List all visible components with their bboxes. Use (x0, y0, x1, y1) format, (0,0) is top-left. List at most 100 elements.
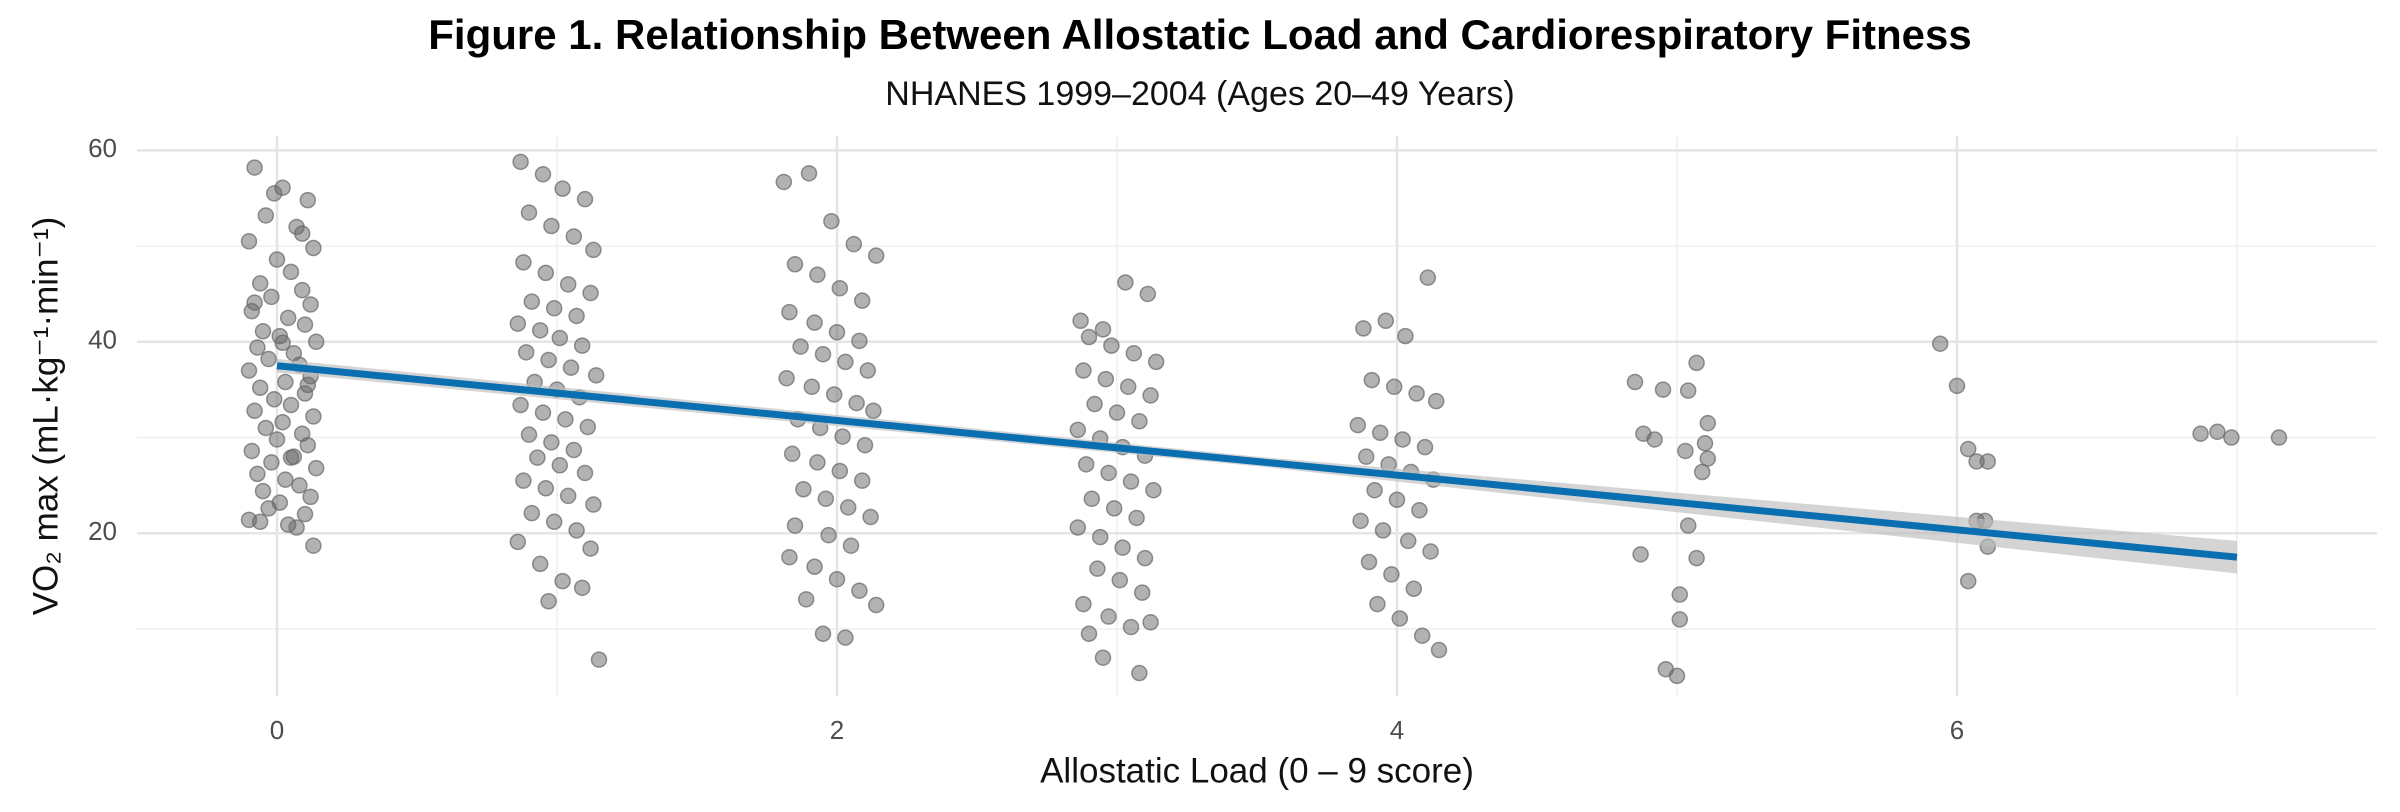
point (240, 233, 258, 250)
point (565, 441, 583, 459)
point (806, 314, 823, 331)
y-tick-label: 20 (88, 516, 117, 546)
point (1360, 553, 1378, 571)
point (268, 251, 286, 268)
point (2270, 429, 2288, 446)
point (867, 596, 885, 614)
point (828, 323, 846, 341)
point (1349, 416, 1367, 434)
y-tick-label: 60 (88, 133, 117, 163)
point (842, 537, 860, 554)
point (1077, 456, 1095, 473)
point (568, 522, 585, 539)
point (263, 454, 280, 471)
point (582, 540, 599, 557)
point (1069, 421, 1087, 439)
point (282, 396, 300, 414)
point (520, 204, 538, 221)
point (531, 322, 549, 339)
point (576, 190, 594, 208)
point (1091, 528, 1109, 546)
point (851, 332, 868, 350)
point (268, 431, 286, 448)
point (512, 153, 529, 171)
point (307, 333, 325, 351)
point (1688, 549, 1705, 567)
point (2223, 429, 2240, 446)
point (1422, 543, 1439, 560)
point (1145, 481, 1162, 499)
point (851, 582, 868, 599)
point (1626, 373, 1644, 391)
point (848, 394, 865, 412)
point (1080, 328, 1098, 346)
x-tick-label: 6 (1950, 715, 1964, 745)
point (537, 480, 555, 497)
point (814, 346, 832, 363)
point (800, 165, 818, 182)
point (1086, 395, 1103, 413)
point (587, 367, 605, 384)
point (837, 629, 854, 646)
point (246, 402, 263, 419)
point (240, 362, 258, 379)
point (823, 212, 840, 230)
point (1369, 595, 1386, 613)
point (515, 472, 532, 489)
point (1117, 274, 1134, 291)
point (820, 526, 837, 544)
point (288, 519, 305, 536)
point (809, 266, 826, 284)
grid (137, 136, 2377, 696)
point (859, 362, 877, 379)
point (1097, 370, 1115, 388)
point (1366, 481, 1383, 499)
point (1430, 641, 1448, 659)
point (573, 579, 591, 597)
point (781, 548, 798, 566)
point (786, 256, 804, 273)
point (559, 487, 577, 505)
point (1069, 519, 1087, 536)
point (260, 500, 277, 517)
point (1139, 285, 1157, 303)
point (1632, 546, 1649, 563)
point (865, 402, 882, 419)
point (1979, 453, 1997, 470)
point (795, 480, 812, 498)
point (1388, 491, 1406, 509)
point (540, 592, 557, 610)
point (512, 396, 529, 414)
point (1075, 362, 1092, 379)
point (1679, 517, 1697, 534)
point (274, 413, 291, 431)
point (867, 247, 885, 264)
x-tick-label: 2 (830, 715, 844, 745)
point (582, 284, 599, 302)
point (1696, 435, 1714, 452)
point (1427, 392, 1445, 410)
point (531, 555, 549, 573)
point (554, 572, 571, 590)
point (543, 434, 560, 451)
point (1357, 448, 1375, 465)
point (1671, 586, 1689, 603)
point (1131, 664, 1148, 682)
point (274, 334, 291, 352)
point (1355, 320, 1372, 337)
point (529, 449, 546, 466)
point (590, 651, 608, 668)
point (1119, 378, 1137, 396)
point (277, 471, 294, 488)
point (1399, 532, 1417, 550)
point (1679, 382, 1697, 399)
point (249, 465, 266, 483)
point (792, 338, 809, 355)
point (1948, 377, 1966, 395)
point (1083, 490, 1101, 508)
point (576, 464, 594, 482)
point (1103, 337, 1120, 354)
point (1413, 627, 1431, 644)
point (2209, 423, 2226, 441)
